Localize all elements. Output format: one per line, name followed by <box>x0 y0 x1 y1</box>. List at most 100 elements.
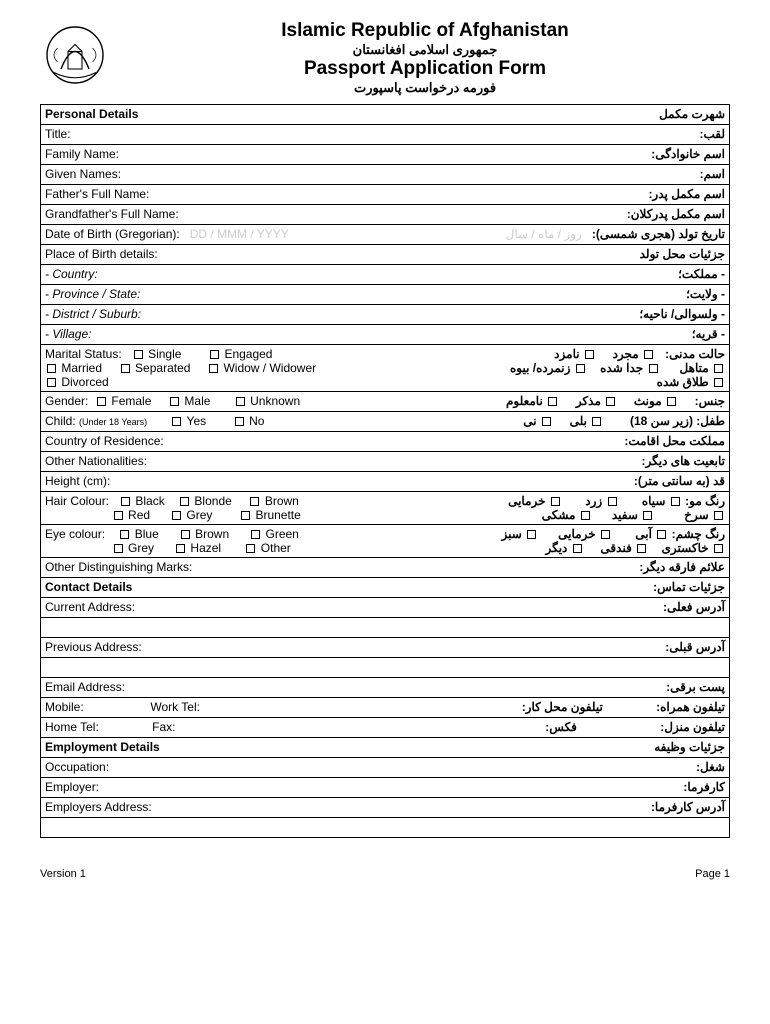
opt-eye-green: Green <box>265 527 298 541</box>
label-pob-province-en: - Province / State: <box>45 287 140 301</box>
checkbox-eye-brown[interactable] <box>181 530 190 539</box>
checkbox-eye-grey[interactable] <box>114 544 123 553</box>
row-pob: Place of Birth details: جزئیات محل تولد <box>41 245 730 265</box>
row-hometel: Home Tel: Fax: تیلفون منزل: فکس: <box>41 718 730 738</box>
footer: Version 1 Page 1 <box>40 868 730 880</box>
checkbox-eye-blue-fa[interactable] <box>657 530 666 539</box>
checkbox-engaged[interactable] <box>210 350 219 359</box>
emblem-icon <box>40 20 110 90</box>
checkbox-child-no-fa[interactable] <box>542 417 551 426</box>
checkbox-hair-blonde[interactable] <box>180 497 189 506</box>
label-given-en: Given Names: <box>45 167 121 181</box>
checkbox-eye-green[interactable] <box>251 530 260 539</box>
checkbox-widow[interactable] <box>209 364 218 373</box>
label-pob-en: Place of Birth details: <box>45 247 158 261</box>
label-marital-en: Marital Status: <box>45 347 122 361</box>
section-employment: Employment Detailsجزئیات وظیفه <box>41 738 730 758</box>
checkbox-hair-blonde-fa[interactable] <box>608 497 617 506</box>
opt-child-yes: Yes <box>187 414 207 428</box>
checkbox-unknown-fa[interactable] <box>548 397 557 406</box>
checkbox-eye-hazel[interactable] <box>176 544 185 553</box>
checkbox-separated-fa[interactable] <box>649 364 658 373</box>
checkbox-hair-brown-fa[interactable] <box>551 497 560 506</box>
label-fax-fa: فکس: <box>545 720 577 734</box>
label-marks-fa: علائم فارقه دیگر: <box>639 560 725 574</box>
checkbox-hair-red[interactable] <box>114 511 123 520</box>
row-height: Height (cm):قد (به سانتی متر): <box>41 472 730 492</box>
checkbox-widow-fa[interactable] <box>576 364 585 373</box>
checkbox-hair-brunette-fa[interactable] <box>581 511 590 520</box>
checkbox-hair-black-fa[interactable] <box>671 497 680 506</box>
footer-version: Version 1 <box>40 868 86 880</box>
checkbox-hair-brown[interactable] <box>250 497 259 506</box>
checkbox-eye-hazel-fa[interactable] <box>637 544 646 553</box>
opt-eye-other: Other <box>261 541 291 555</box>
checkbox-engaged-fa[interactable] <box>585 350 594 359</box>
section-personal-en: Personal Details <box>45 107 138 121</box>
label-title-fa: لقب: <box>699 127 725 141</box>
checkbox-eye-brown-fa[interactable] <box>601 530 610 539</box>
checkbox-married[interactable] <box>47 364 56 373</box>
label-child-fa: طفل: (زیر سن 18) <box>630 414 725 428</box>
checkbox-eye-other[interactable] <box>246 544 255 553</box>
row-blank-3 <box>41 818 730 838</box>
row-residence: Country of Residence:مملکت محل اقامت: <box>41 432 730 452</box>
checkbox-child-no[interactable] <box>235 417 244 426</box>
label-eye-en: Eye colour: <box>45 527 105 541</box>
checkbox-separated[interactable] <box>121 364 130 373</box>
checkbox-female[interactable] <box>97 397 106 406</box>
opt-separated-fa: جدا شده <box>600 361 643 375</box>
label-pob-fa: جزئیات محل تولد <box>640 247 725 261</box>
checkbox-female-fa[interactable] <box>667 397 676 406</box>
opt-eye-brown: Brown <box>195 527 229 541</box>
opt-hair-brown-fa: خرمایی <box>508 494 545 508</box>
label-othernat-en: Other Nationalities: <box>45 454 147 468</box>
opt-eye-blue-fa: آبی <box>635 527 652 541</box>
opt-female-fa: مونث <box>634 394 662 408</box>
checkbox-child-yes[interactable] <box>172 417 181 426</box>
checkbox-male[interactable] <box>170 397 179 406</box>
row-dob: Date of Birth (Gregorian): DD / MMM / YY… <box>41 225 730 245</box>
checkbox-hair-red-fa[interactable] <box>714 511 723 520</box>
checkbox-hair-grey[interactable] <box>172 511 181 520</box>
title-block: Islamic Republic of Afghanistan جمهوری ا… <box>120 20 730 96</box>
checkbox-male-fa[interactable] <box>606 397 615 406</box>
opt-eye-green-fa: سبز <box>501 527 521 541</box>
opt-hair-blonde: Blonde <box>194 494 231 508</box>
opt-hair-black: Black <box>135 494 164 508</box>
checkbox-married-fa[interactable] <box>714 364 723 373</box>
checkbox-eye-blue[interactable] <box>120 530 129 539</box>
label-pob-district-en: - District / Suburb: <box>45 307 141 321</box>
label-grandfather-fa: اسم مکمل پدرکلان: <box>627 207 725 221</box>
checkbox-hair-brunette[interactable] <box>241 511 250 520</box>
label-hair-en: Hair Colour: <box>45 494 109 508</box>
checkbox-unknown[interactable] <box>236 397 245 406</box>
checkbox-eye-grey-fa[interactable] <box>714 544 723 553</box>
label-eye-fa: رنگ چشم: <box>672 527 725 541</box>
row-gender: Gender: Female Male Unknown جنس: مونث مذ… <box>41 392 730 412</box>
checkbox-divorced[interactable] <box>47 378 56 387</box>
label-residence-en: Country of Residence: <box>45 434 164 448</box>
row-emp-addr: Employers Address:آدرس کارفرما: <box>41 798 730 818</box>
row-grandfather-name: Grandfather's Full Name:اسم مکمل پدرکلان… <box>41 205 730 225</box>
row-blank-1 <box>41 618 730 638</box>
checkbox-child-yes-fa[interactable] <box>592 417 601 426</box>
section-contact-en: Contact Details <box>45 580 132 594</box>
checkbox-hair-black[interactable] <box>121 497 130 506</box>
row-employer: Employer:کارفرما: <box>41 778 730 798</box>
opt-single-fa: مجرد <box>613 347 639 361</box>
label-pob-district-fa: - ولسوالی/ ناحیه؛ <box>639 307 725 321</box>
label-empaddr-en: Employers Address: <box>45 800 152 814</box>
checkbox-divorced-fa[interactable] <box>714 378 723 387</box>
checkbox-single-fa[interactable] <box>644 350 653 359</box>
checkbox-single[interactable] <box>134 350 143 359</box>
checkbox-eye-green-fa[interactable] <box>527 530 536 539</box>
checkbox-eye-other-fa[interactable] <box>573 544 582 553</box>
title-form-fa: فورمه درخواست پاسپورت <box>120 80 730 96</box>
opt-eye-grey-fa: خاکستری <box>662 541 709 555</box>
checkbox-hair-grey-fa[interactable] <box>643 511 652 520</box>
label-family-en: Family Name: <box>45 147 119 161</box>
label-pob-country-fa: - مملکت؛ <box>678 267 725 281</box>
opt-married-fa: متاهل <box>680 361 709 375</box>
opt-hair-red: Red <box>128 508 150 522</box>
